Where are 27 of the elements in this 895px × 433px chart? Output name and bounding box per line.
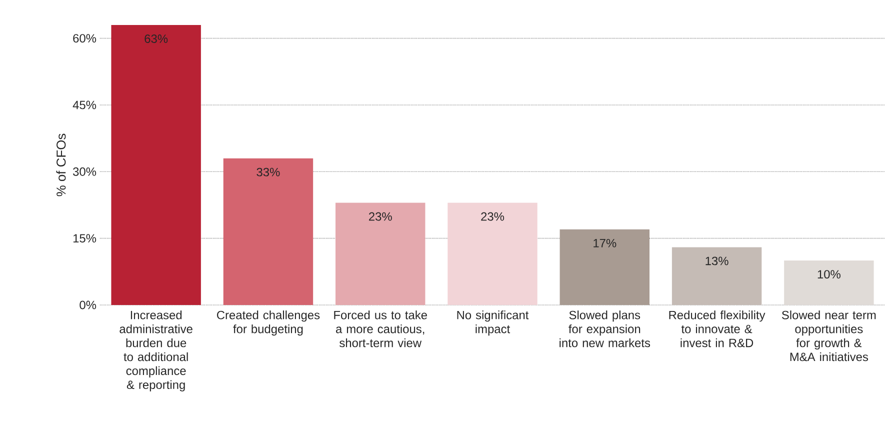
bar (336, 202, 426, 305)
data-label: 17% (594, 238, 616, 248)
data-label: 10% (818, 270, 840, 279)
y-tick-label: 45% (72, 100, 96, 110)
x-tick-label: Created challenges for budgeting (216, 310, 320, 336)
x-tick-label: No significant impact (457, 310, 529, 336)
y-axis-title: % of CFOs (56, 134, 66, 196)
data-label: 63% (144, 34, 168, 43)
y-tick-label: 30% (73, 167, 96, 176)
data-label: 33% (256, 168, 280, 176)
x-tick-label: Reduced flexibility to innovate & invest in R&D (669, 310, 766, 348)
y-tick-label: 15% (73, 234, 96, 243)
bar (784, 260, 874, 305)
x-tick-label: Forced us to take a more cautious, short-term view (334, 310, 427, 348)
bar (672, 247, 762, 305)
bar (448, 202, 538, 305)
data-label: 23% (368, 212, 392, 221)
bar (560, 229, 650, 305)
bar (111, 24, 201, 305)
x-tick-label: Slowed plans for expansion into new markets (560, 310, 650, 348)
bar (223, 158, 314, 305)
x-tick-label: Slowed near term opportunities for growth & M&A initiatives (782, 310, 876, 362)
x-tick-label: Increased administrative burden due to additional compliance & reporting (120, 310, 192, 392)
data-label: 13% (706, 256, 728, 266)
y-tick-label: 0% (80, 300, 96, 310)
data-label: 23% (481, 212, 504, 221)
y-tick-label: 60% (73, 34, 96, 43)
